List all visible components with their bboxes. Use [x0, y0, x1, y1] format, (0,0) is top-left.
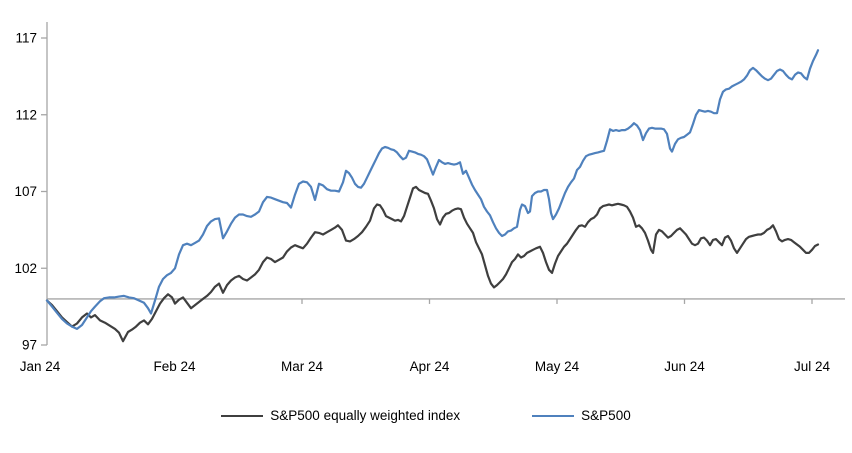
y-axis-label: 112 — [15, 107, 37, 122]
series-line-sp500 — [45, 49, 820, 330]
x-axis-label: Mar 24 — [281, 359, 324, 374]
legend-line-sample-equal-weight — [221, 414, 264, 417]
y-axis-label: 97 — [22, 338, 37, 353]
series-line-sp500-equal-weight — [45, 185, 820, 343]
legend-line-sample-sp500 — [532, 414, 575, 417]
chart-legend: S&P500 equally weighted index S&P500 — [0, 408, 852, 423]
x-axis-label: Feb 24 — [153, 359, 196, 374]
x-axis-label: May 24 — [535, 359, 580, 374]
legend-item-equal-weight: S&P500 equally weighted index — [221, 408, 460, 423]
legend-item-sp500: S&P500 — [532, 408, 631, 423]
legend-label-sp500: S&P500 — [581, 408, 631, 423]
legend-label-equal-weight: S&P500 equally weighted index — [270, 408, 461, 423]
x-axis-label: Jul 24 — [794, 359, 831, 374]
y-axis-label: 102 — [14, 261, 37, 276]
x-axis-label: Jan 24 — [20, 359, 61, 374]
y-axis-label: 117 — [15, 31, 37, 46]
y-axis-label: 107 — [14, 184, 37, 199]
x-axis-label: Apr 24 — [410, 359, 450, 374]
x-axis-label: Jun 24 — [664, 359, 705, 374]
